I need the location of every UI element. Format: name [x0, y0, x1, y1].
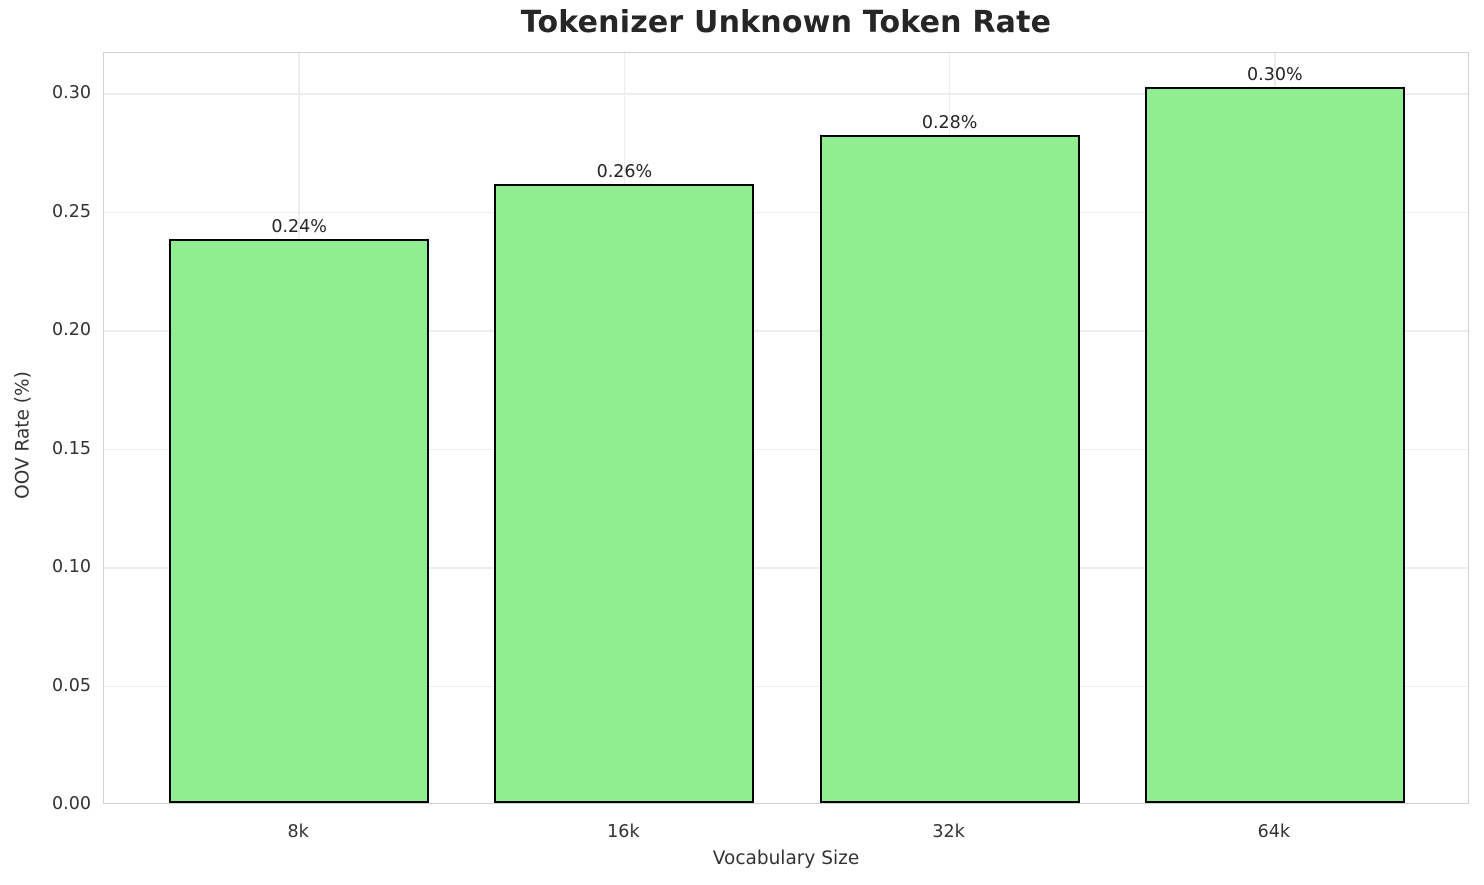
bar-16k [494, 184, 755, 803]
bar-value-label: 0.28% [921, 112, 978, 133]
gridline-horizontal [104, 448, 1468, 451]
y-tick-label: 0.10 [52, 557, 91, 577]
x-tick-label: 8k [287, 822, 309, 842]
y-tick-label: 0.25 [52, 201, 91, 222]
bar-8k [169, 238, 430, 803]
gridline-horizontal [104, 211, 1468, 214]
y-tick-label: 0.30 [52, 83, 91, 103]
y-axis-label-text: OOV Rate (%) [12, 371, 34, 499]
bar-value-label: 0.24% [271, 216, 327, 237]
bar-32k [819, 134, 1080, 803]
gridline-horizontal [104, 330, 1468, 332]
x-tick-label: 64k [1257, 822, 1291, 842]
x-tick-label: 16k [607, 822, 640, 842]
x-tick-label: 32k [932, 822, 965, 842]
gridline-horizontal [104, 685, 1468, 688]
x-axis-label: Vocabulary Size [712, 848, 860, 869]
y-tick-label: 0.05 [52, 675, 91, 696]
bar-value-label: 0.26% [596, 162, 653, 183]
gridline-horizontal [104, 567, 1468, 569]
y-tick-label: 0.15 [52, 438, 91, 459]
y-tick-label: 0.00 [52, 794, 91, 814]
bar-value-label: 0.30% [1247, 65, 1303, 86]
y-tick-label: 0.20 [52, 320, 91, 340]
plot-area: 0.24% 0.26% 0.28% 0.30% [103, 52, 1469, 804]
gridline-horizontal [104, 93, 1468, 95]
chart-title: Tokenizer Unknown Token Rate [520, 5, 1052, 40]
bar-64k [1144, 87, 1405, 803]
